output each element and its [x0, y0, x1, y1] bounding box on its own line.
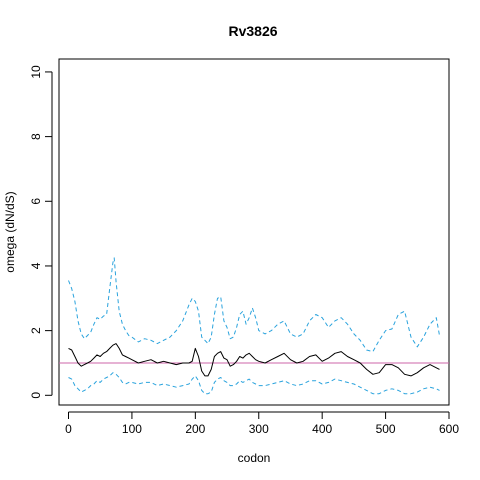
upper-bound-series-line	[68, 257, 440, 353]
y-tick-label: 4	[29, 262, 43, 269]
x-tick-label: 500	[376, 422, 396, 436]
plot-area: 0 100 200 300 400 500 600 0 2 4 6 8 10	[29, 58, 459, 436]
x-tick-label: 200	[185, 422, 205, 436]
plot-frame	[58, 58, 450, 406]
y-tick-label: 8	[29, 133, 43, 140]
y-tick-label: 6	[29, 198, 43, 205]
x-axis-label: codon	[238, 451, 271, 465]
omega-series-line	[68, 343, 440, 377]
y-axis-label: omega (dN/dS)	[3, 191, 17, 272]
y-tick-label: 0	[29, 392, 43, 399]
y-tick-label: 10	[29, 65, 43, 79]
y-tick-label: 2	[29, 327, 43, 334]
lower-bound-series-line	[68, 372, 440, 395]
x-tick-label: 300	[249, 422, 269, 436]
x-tick-label: 400	[312, 422, 332, 436]
x-tick-label: 100	[122, 422, 142, 436]
x-tick-label: 600	[439, 422, 459, 436]
x-tick-label: 0	[65, 422, 72, 436]
chart-title: Rv3826	[228, 23, 277, 39]
